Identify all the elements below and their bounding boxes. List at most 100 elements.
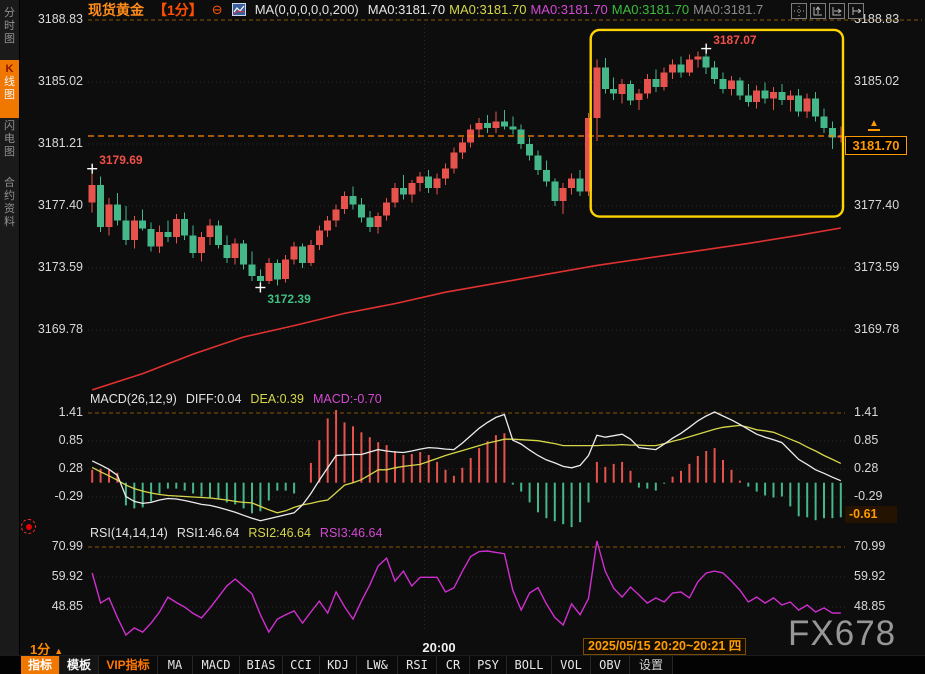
interval-label: 1分 [30,642,51,657]
price-marker-cross [87,163,98,174]
rsi-line [91,540,841,637]
sidebar-item-闪电图[interactable]: 闪电图 [0,117,19,175]
candles-layer [88,48,845,288]
sidebar-char: 线 [4,76,15,88]
price-marker-label: 3172.39 [267,291,311,306]
y-axis-label: 3185.02 [37,74,83,88]
y-axis-label: 0.28 [854,460,879,475]
y-axis-label: 0.85 [58,432,83,447]
y-axis-label: 0.28 [58,460,83,475]
highlight-box[interactable] [589,28,845,218]
interval-selector[interactable]: 1分 ▲ [30,639,63,658]
y-axis-label: 1.41 [58,405,83,419]
sidebar-char: 分 [4,7,15,19]
macd-dea-line [91,424,842,514]
triangle-up-icon: ▲ [54,646,64,656]
sidebar-char: 资 [4,203,15,215]
sidebar-char: K [5,63,14,75]
macd-diff-value: DIFF:0.04 [185,392,242,406]
price-marker-cross [701,43,712,54]
live-indicator-icon[interactable] [21,519,36,534]
macd-params-label: MACD(26,12,9) [90,392,177,406]
sidebar-item-分时图[interactable]: 分时图 [0,4,19,61]
y-axis-label: 3169.78 [854,322,900,336]
toolbar-button-PSY[interactable]: PSY [470,656,507,674]
current-price-tag: 3181.70 [845,136,907,155]
zoom-y-axis-icon[interactable] [810,3,826,19]
y-axis-label: 70.99 [51,539,83,553]
interval-tag: 【1分】 [153,1,203,18]
y-axis-label: -0.29 [854,488,883,503]
y-axis-label: 3173.59 [854,260,900,274]
toolbar-button-MACD[interactable]: MACD [193,656,240,674]
mini-chart-icon[interactable] [231,3,246,16]
y-axis-label: -0.29 [54,488,84,503]
toolbar-button-CR[interactable]: CR [437,656,470,674]
toolbar-button-RSI[interactable]: RSI [398,656,437,674]
ma-value-3: MA0:3181.70 [611,1,690,17]
x-axis-time-label: 20:00 [422,640,456,655]
toolbar-button-OBV[interactable]: OBV [591,656,630,674]
macd-dea-value: DEA:0.39 [250,392,304,406]
collapse-icon[interactable]: ⊖ [211,2,223,17]
ma200-line [91,227,841,391]
macd-pane-title: MACD(26,12,9) DIFF:0.04 DEA:0.39 MACD:-0… [90,392,382,406]
toolbar-button-模板[interactable]: 模板 [60,656,99,674]
y-axis-label: 48.85 [854,599,886,613]
y-axis-label: 1.41 [854,405,879,419]
exit-chart-icon[interactable] [848,3,864,19]
sidebar-char: 图 [4,146,15,158]
ma-values: MA0:3181.70 MA0:3181.70 MA0:3181.70 MA0:318… [368,1,767,19]
y-axis-label: 3173.59 [37,260,83,274]
red-dot-icon [25,523,32,530]
toolbar-button-VOL[interactable]: VOL [552,656,591,674]
toolbar-button-BIAS[interactable]: BIAS [240,656,283,674]
y-axis-label: 3188.83 [37,12,83,26]
macd-current-tag: -0.61 [845,506,897,523]
rsi1-value: RSI1:46.64 [176,526,240,540]
y-axis-label: 0.85 [854,432,879,447]
chart-controls [791,3,864,19]
price-marker-cross [255,282,266,293]
ma-value-0: MA0:3181.70 [367,1,446,17]
toolbar-button-KDJ[interactable]: KDJ [320,656,357,674]
chart-header: 现货黄金 【1分】 ⊖ MA(0,0,0,0,0,200) MA0:3181.7… [88,1,767,18]
y-axis-label: 3188.83 [854,12,900,26]
zoom-x-axis-icon[interactable] [829,3,845,19]
y-axis-label: 59.92 [854,569,886,583]
rsi2-value: RSI2:46.64 [248,526,311,540]
rsi-pane-title: RSI(14,14,14) RSI1:46.64 RSI2:46.64 RSI3… [90,526,382,540]
ma-value-4: MA0:3181.7 [693,1,764,17]
y-axis-label: 3177.40 [854,198,900,212]
sidebar-item-合约资料[interactable]: 合约资料 [0,174,19,251]
sidebar-char: 约 [4,190,15,202]
toolbar-button-CCI[interactable]: CCI [283,656,320,674]
y-axis-label: 70.99 [854,539,886,553]
sidebar-char: 闪 [4,120,15,132]
y-axis-label: 3177.40 [37,198,83,212]
sidebar-char: 时 [4,20,15,32]
crosshair-date-range: 2025/05/15 20:20~20:21 四 [583,638,747,655]
toolbar-button-设置[interactable]: 设置 [630,656,673,674]
ma-settings-label: MA(0,0,0,0,0,200) [254,2,359,17]
toolbar-button-VIP指标[interactable]: VIP指标 [99,656,158,674]
y-axis-label: 59.92 [51,569,83,583]
toolbar-button-LW&[interactable]: LW& [357,656,398,674]
price-alert-icon[interactable]: ▲ [868,118,880,131]
toolbar-button-BOLL[interactable]: BOLL [507,656,552,674]
sidebar-char: 电 [4,133,15,145]
sidebar-char: 图 [4,33,15,45]
toolbar-button-指标[interactable]: 指标 [21,656,60,674]
toolbar-button-MA[interactable]: MA [158,656,193,674]
macd-histogram [91,410,842,528]
price-marker-label: 3187.07 [713,32,757,47]
symbol-name: 现货黄金 [88,1,144,18]
indicator-toolbar: 指标 模板 VIP指标 MA MACD BIAS CCI KDJ LW& RSI CR PSY BOLL… [0,655,925,674]
y-axis-label: 3169.78 [37,322,83,336]
watermark: FX678 [788,614,897,653]
rsi3-value: RSI3:46.64 [319,526,383,540]
crosshair-tool-icon[interactable] [791,3,807,19]
